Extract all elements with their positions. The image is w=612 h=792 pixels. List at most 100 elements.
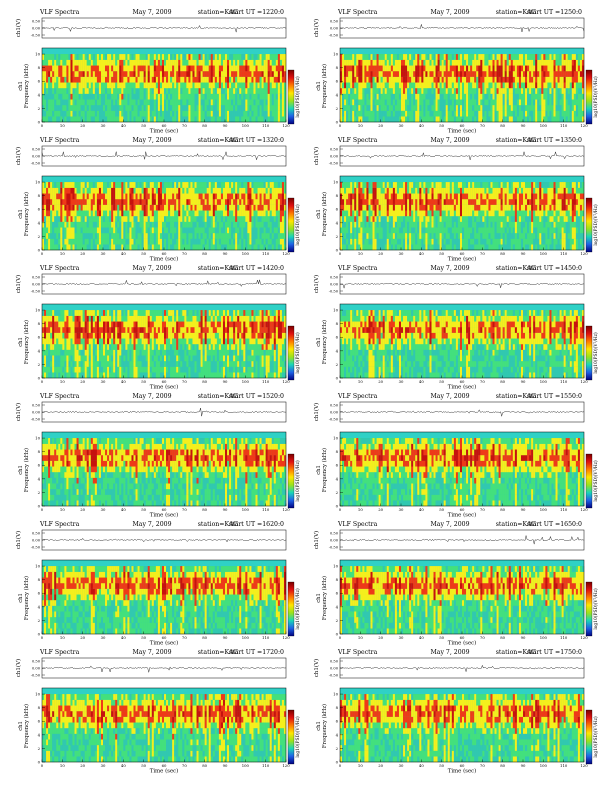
spectrogram-cell (358, 221, 361, 228)
spectrogram-cell (392, 233, 396, 239)
spectrogram-cell (182, 238, 185, 245)
spectrogram-cell (247, 99, 250, 106)
spectrogram-cell (192, 99, 195, 106)
spectrogram-cell (155, 76, 159, 83)
spectrogram-cell (107, 187, 110, 194)
spectrogram-cell (486, 76, 489, 83)
spectrogram-cell (364, 99, 367, 106)
spectrogram-cell (449, 99, 452, 106)
spectrogram-cell (182, 76, 185, 83)
spectrogram-cell (147, 99, 150, 106)
spectrogram-cell (269, 93, 272, 100)
spectrogram-cell (265, 210, 268, 217)
spectrogram-cell (279, 88, 283, 94)
spectrogram-cell (196, 238, 199, 245)
spectrogram-cell (251, 59, 254, 66)
spectrogram-cell (202, 110, 205, 117)
spectrogram-cell (48, 76, 51, 83)
spectrogram-cell (581, 76, 585, 83)
spectrogram-cell (180, 244, 183, 251)
spectrogram-cell (233, 182, 236, 188)
spectrogram-cell (137, 65, 140, 72)
spectrogram-cell (70, 110, 73, 117)
spectrogram-cell (417, 199, 420, 205)
spectrogram-cell (462, 59, 465, 66)
spectrogram-cell (168, 182, 171, 188)
spectrogram-cell (577, 105, 581, 111)
spectrogram-cell (233, 54, 236, 60)
spectrogram-cell (198, 71, 201, 77)
spectrogram-cell (259, 221, 262, 228)
spectrogram-cell (60, 199, 63, 205)
spectrogram-cell (451, 59, 455, 66)
spectrogram-cell (164, 187, 167, 194)
spectrogram-cell (506, 110, 509, 117)
spectrogram-cell (360, 210, 363, 217)
spectrogram-cell (283, 210, 287, 217)
spectrogram-cell (243, 110, 246, 117)
spectrogram-cell (407, 116, 410, 123)
spectrogram-cell (567, 54, 570, 60)
spectrogram-cell (496, 88, 499, 94)
spectrogram-cell (571, 71, 574, 77)
spectrogram-cell (149, 99, 152, 106)
spectrogram-cell (409, 227, 412, 234)
spectrogram-cell (571, 93, 574, 100)
spectrogram-cell (433, 116, 436, 123)
spectrogram-cell (190, 116, 193, 123)
spectrogram-cell (525, 54, 528, 60)
spectrogram-cell (468, 71, 471, 77)
spectrogram-cell (54, 233, 57, 239)
spectrogram-cell (470, 105, 473, 111)
spectrogram-cell (129, 204, 132, 211)
spectrogram-cell (64, 65, 67, 72)
spectrogram-cell (267, 116, 270, 123)
spectrogram-cell (68, 54, 71, 60)
spectrogram-cell (459, 71, 463, 77)
spectrogram-cell (364, 59, 367, 66)
spectrogram-cell (111, 210, 114, 217)
spectrogram-cell (539, 99, 542, 106)
spectrogram-cell (431, 71, 434, 77)
spectrogram-cell (435, 54, 438, 60)
spectrogram-cell (241, 238, 244, 245)
spectrogram-cell (174, 59, 177, 66)
spectrogram-cell (225, 88, 228, 94)
spectrogram-cell (388, 199, 391, 205)
spectrogram-cell (60, 193, 63, 200)
spectrogram-cell (48, 110, 51, 117)
spectrogram-cell (127, 110, 130, 117)
spectrogram-cell (131, 105, 134, 111)
spectrogram-cell (172, 199, 175, 205)
spectrogram-cell (455, 82, 459, 89)
spectrogram-cell (267, 65, 270, 72)
spectrogram-cell (64, 204, 67, 211)
spectrogram-cell (275, 238, 279, 245)
spectrogram-cell (417, 233, 420, 239)
spectrogram-cell (486, 110, 489, 117)
spectrogram-cell (178, 59, 181, 66)
spectrogram-cell (90, 76, 93, 83)
spectrogram-cell (172, 238, 175, 245)
spectrogram-cell (259, 105, 262, 111)
spectrogram-cell (358, 65, 361, 72)
spectrogram-cell (482, 76, 485, 83)
spectrogram-cell (557, 82, 560, 89)
spectrogram-cell (547, 110, 550, 117)
spectrogram-cell (237, 199, 240, 205)
spectrogram-cell (184, 238, 187, 245)
spectrogram-cell (539, 71, 542, 77)
spectrogram-cell (378, 204, 381, 211)
spectrogram-cell (529, 54, 532, 60)
spectrogram-cell (168, 204, 171, 211)
spectrogram-cell (267, 99, 270, 106)
spectrogram-cell (92, 210, 96, 217)
spectrogram-cell (269, 182, 272, 188)
spectrogram-cell (459, 54, 463, 60)
spectrogram-cell (455, 59, 459, 66)
spectrogram-cell (437, 82, 440, 89)
spectrogram-cell (174, 71, 177, 77)
spectrogram-cell (372, 76, 375, 83)
spectrogram-cell (409, 116, 412, 123)
spectrogram-cell (96, 216, 100, 222)
